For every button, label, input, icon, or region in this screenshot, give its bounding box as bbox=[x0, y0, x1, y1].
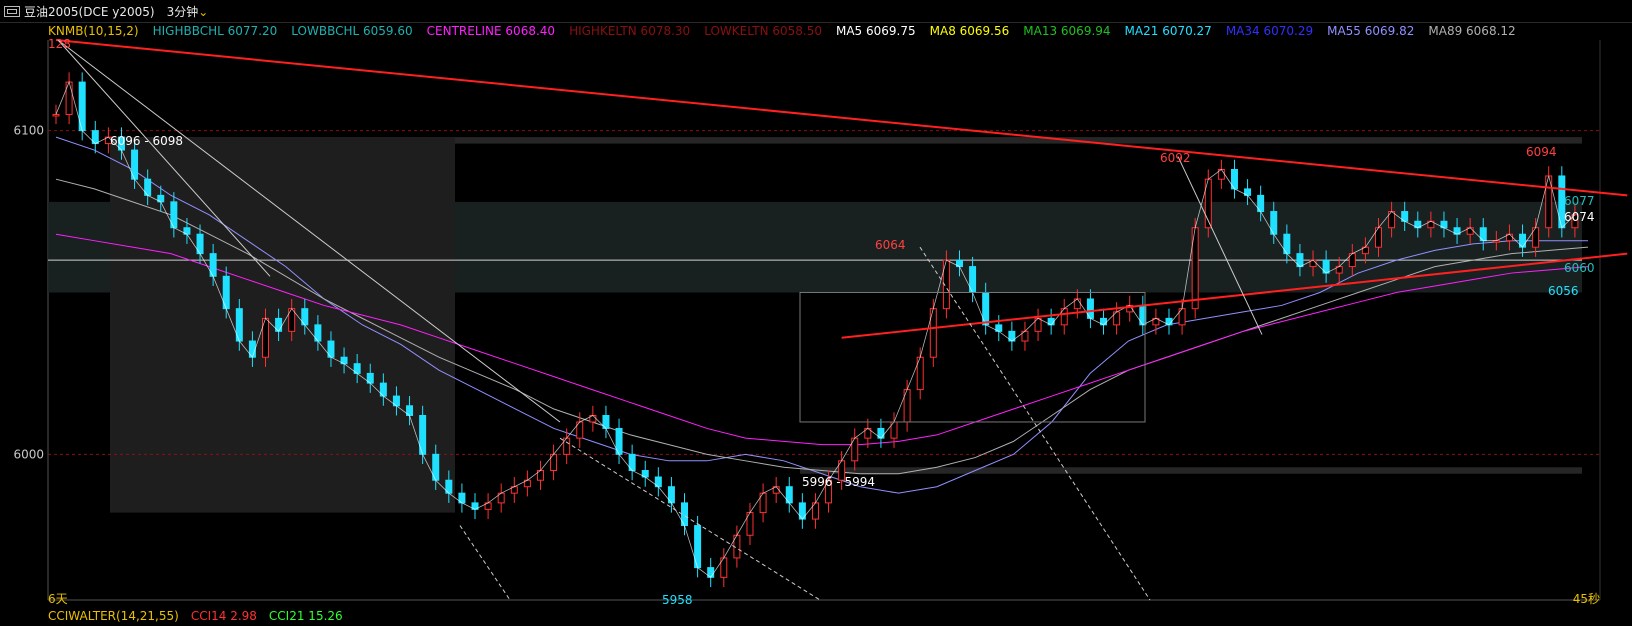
indicator-label[interactable]: KNMB(10,15,2) bbox=[48, 24, 139, 38]
indicator-label: MA55 6069.82 bbox=[1327, 24, 1415, 38]
trend-line bbox=[841, 252, 1628, 339]
indicator-label: MA21 6070.27 bbox=[1124, 24, 1212, 38]
period-label: 3分钟 bbox=[166, 4, 199, 19]
window-icon[interactable] bbox=[4, 5, 20, 17]
chevron-down-icon: ⌄ bbox=[198, 4, 209, 19]
price-annotation: 6060 bbox=[1564, 261, 1595, 275]
indicator-label: HIGHKELTN 6078.30 bbox=[569, 24, 691, 38]
indicator-label: MA34 6070.29 bbox=[1225, 24, 1314, 38]
price-annotation: 6094 bbox=[1526, 145, 1557, 159]
cci21-value: CCI21 15.26 bbox=[268, 609, 343, 623]
y-tick-label: 6000 bbox=[13, 447, 44, 461]
indicator-label: MA13 6069.94 bbox=[1023, 24, 1111, 38]
high-label: 128 bbox=[48, 37, 71, 51]
projection-line bbox=[919, 246, 1151, 601]
cci-indicator-name[interactable]: CCIWALTER(14,21,55) bbox=[48, 609, 179, 623]
instrument-title[interactable]: 豆油2005(DCE y2005) bbox=[24, 4, 155, 19]
projection-line bbox=[559, 437, 821, 601]
price-zone bbox=[110, 137, 1582, 144]
price-annotation: 5958 bbox=[662, 593, 693, 607]
ma-line bbox=[55, 233, 1589, 446]
price-annotation: 6074 bbox=[1564, 210, 1595, 224]
price-annotation: 6056 bbox=[1548, 284, 1579, 298]
price-zone bbox=[800, 467, 1582, 474]
y-tick-label: 6100 bbox=[13, 124, 44, 138]
price-annotation: 6092 bbox=[1160, 151, 1191, 165]
ma-line bbox=[55, 178, 1589, 475]
price-annotation: 6064 bbox=[875, 238, 906, 252]
cci14-value: CCI14 2.98 bbox=[190, 609, 257, 623]
indicator-label: LOWBBCHL 6059.60 bbox=[291, 24, 413, 38]
price-annotation: 5996 - 5994 bbox=[802, 475, 875, 489]
indicator-label: MA8 6069.56 bbox=[929, 24, 1010, 38]
projection-line bbox=[57, 39, 561, 423]
indicator-label: MA5 6069.75 bbox=[835, 24, 916, 38]
price-annotation: 6096 - 6098 bbox=[110, 134, 183, 148]
topbar: 豆油2005(DCE y2005) 3分钟⌄ bbox=[0, 0, 1632, 23]
projection-line bbox=[459, 525, 511, 601]
trend-line bbox=[55, 39, 1628, 197]
cci-legend: CCIWALTER(14,21,55) CCI14 2.98 CCI21 15.… bbox=[48, 608, 355, 624]
x-start-label: 6天 bbox=[48, 592, 68, 606]
period-selector[interactable]: 3分钟⌄ bbox=[167, 3, 209, 20]
x-end-label: 45秒 bbox=[1573, 592, 1600, 606]
price-annotation: 6077 bbox=[1564, 194, 1595, 208]
projection-line bbox=[57, 39, 271, 277]
projection-line bbox=[1177, 156, 1263, 335]
indicator-label: CENTRELINE 6068.40 bbox=[426, 24, 556, 38]
indicator-legend: KNMB(10,15,2) HIGHBBCHL 6077.20 LOWBBCHL 6… bbox=[48, 22, 1530, 40]
indicator-label: MA89 6068.12 bbox=[1428, 24, 1516, 38]
ma5-line bbox=[55, 80, 1576, 578]
indicator-label: HIGHBBCHL 6077.20 bbox=[152, 24, 278, 38]
range-box bbox=[799, 291, 1146, 423]
indicator-label: LOWKELTN 6058.50 bbox=[704, 24, 822, 38]
candle-body bbox=[52, 113, 60, 117]
